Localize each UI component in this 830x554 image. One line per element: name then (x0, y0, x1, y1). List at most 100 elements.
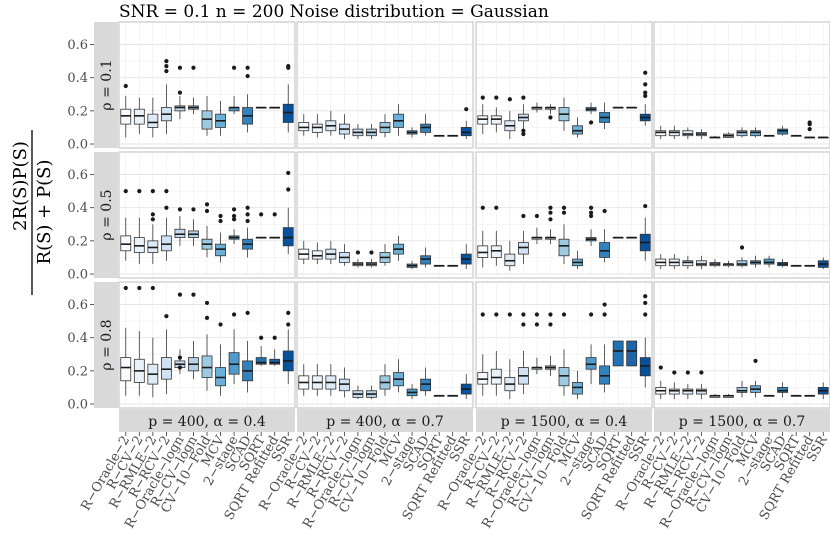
outlier-point (753, 358, 758, 364)
panel-r3-c4 (653, 281, 830, 409)
box-13 (282, 64, 294, 133)
row-strip-bg-1 (94, 22, 118, 148)
outlier-point (739, 245, 745, 250)
box-4 (160, 189, 172, 261)
outlier-point (643, 70, 648, 75)
box-body (490, 245, 502, 258)
outlier-point (231, 65, 237, 70)
box-12 (269, 106, 281, 109)
box-10 (420, 114, 432, 136)
box-body (298, 122, 310, 132)
box-3 (147, 285, 159, 398)
box-4 (160, 59, 172, 135)
box-8 (393, 235, 404, 261)
y-axis-label-numerator: 2R(S)P(S) (10, 141, 31, 231)
box-10 (599, 102, 611, 130)
outlier-point (245, 218, 250, 224)
box-body (215, 367, 226, 387)
box-11 (790, 394, 802, 397)
col-strip-bg-4 (654, 409, 830, 432)
outlier-point (588, 213, 594, 219)
outlier-point (164, 205, 169, 210)
outlier-point (643, 312, 648, 317)
y-tick-label: 0.2 (67, 104, 88, 119)
box-7 (379, 244, 391, 266)
box-9 (228, 65, 240, 115)
box-12 (626, 340, 638, 367)
row-strip-bg-3 (94, 282, 118, 408)
y-tick-label: 0.6 (67, 298, 88, 313)
outlier-point (548, 217, 553, 222)
box-5 (531, 312, 543, 375)
outlier-point (685, 370, 690, 375)
col-strip-label-4: p = 1500, α = 0.7 (679, 414, 805, 430)
box-2 (490, 205, 502, 266)
outlier-point (643, 300, 648, 306)
box-13 (817, 257, 829, 270)
outlier-point (588, 210, 594, 215)
box-6 (366, 124, 377, 140)
outlier-point (521, 128, 526, 133)
outlier-point (602, 208, 607, 214)
box-body (736, 260, 748, 267)
box-8 (750, 358, 761, 398)
box-body (695, 260, 707, 267)
box-8 (572, 250, 583, 270)
panel-grid: ρ = 0.1 0.0 0.2 0.4 0.6 ρ = 0.5 0.0 0.2 0.4 0.6 ρ … (67, 21, 830, 531)
outlier-point (123, 83, 128, 89)
box-8 (750, 255, 761, 268)
box-body (160, 235, 172, 252)
box-3 (325, 110, 337, 136)
outlier-point (150, 212, 155, 217)
box-8 (572, 370, 583, 400)
box-6 (723, 394, 734, 398)
outlier-point (272, 335, 277, 340)
box-body (763, 258, 775, 265)
box-13 (460, 244, 472, 270)
box-body (668, 130, 680, 137)
box-7 (201, 300, 213, 391)
col-strip-bg-1 (119, 409, 295, 432)
outlier-point (521, 213, 526, 219)
outlier-point (123, 285, 128, 291)
box-body (517, 242, 529, 255)
outlier-point (548, 115, 553, 120)
outlier-point (521, 131, 526, 137)
box-7 (379, 114, 391, 138)
box-9 (585, 102, 597, 125)
outlier-point (643, 82, 648, 87)
box-body (174, 228, 186, 238)
outlier-point (588, 120, 594, 125)
box-5 (352, 385, 364, 400)
outlier-point (218, 213, 223, 219)
box-body (160, 357, 172, 380)
box-2 (668, 370, 680, 400)
box-2 (133, 285, 145, 396)
box-12 (626, 106, 638, 109)
box-body (201, 355, 213, 378)
outlier-point (218, 322, 223, 327)
panel-r1-c4 (653, 21, 830, 149)
outlier-point (259, 335, 264, 340)
box-body (338, 378, 350, 392)
box-5 (174, 65, 186, 120)
outlier-point (177, 292, 183, 297)
box-12 (804, 394, 816, 397)
outlier-point (150, 217, 155, 222)
box-1 (655, 254, 667, 270)
box-1 (655, 125, 667, 140)
outlier-point (534, 312, 540, 317)
box-body (133, 237, 145, 253)
outlier-point (204, 202, 210, 207)
outlier-point (286, 310, 291, 315)
box-1 (477, 95, 489, 135)
outlier-point (602, 312, 607, 317)
outlier-point (177, 365, 183, 370)
box-12 (804, 264, 816, 267)
box-5 (352, 250, 364, 268)
outlier-point (245, 212, 250, 217)
y-tick-label: 0.6 (67, 38, 88, 53)
box-12 (626, 236, 638, 239)
box-3 (504, 97, 516, 140)
